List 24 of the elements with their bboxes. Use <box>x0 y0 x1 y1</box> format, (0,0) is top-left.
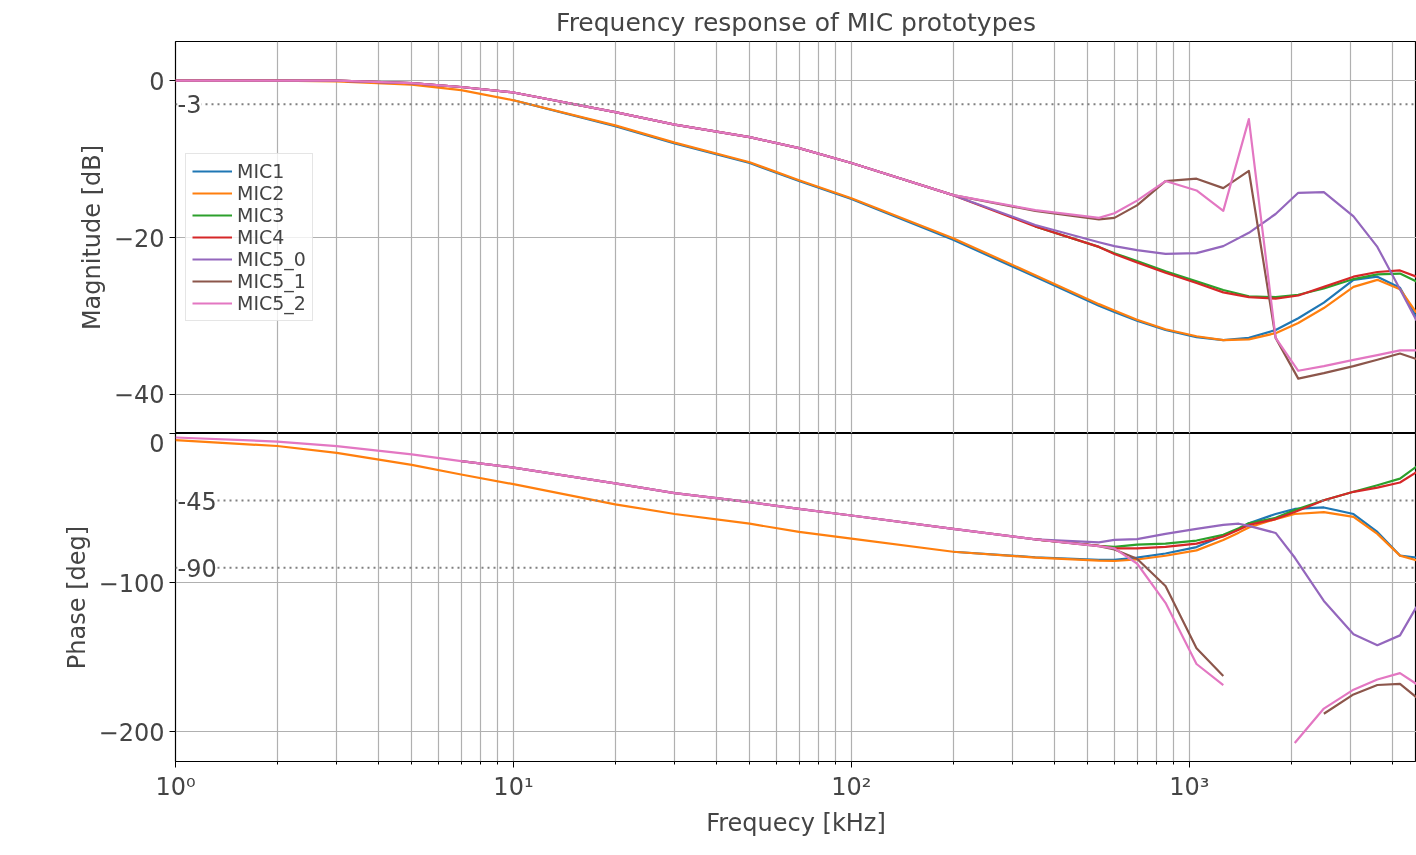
y-tick-label: 0 <box>149 429 165 458</box>
x-axis-title: Frequecy [kHz] <box>706 808 886 837</box>
y-tick-label: −20 <box>113 224 165 253</box>
legend-label: MIC1 <box>237 160 285 182</box>
legend-label: MIC5_1 <box>237 270 306 292</box>
y-axis-title: Magnitude [dB] <box>77 144 106 331</box>
legend-label: MIC5_2 <box>237 292 306 314</box>
x-tick-label: 10⁰ <box>155 772 196 801</box>
chart-title: Frequency response of MIC prototypes <box>556 7 1036 37</box>
y-tick-label: −200 <box>98 718 165 747</box>
x-tick-label: 10¹ <box>493 772 534 801</box>
legend-label: MIC4 <box>237 226 285 248</box>
ref-line-label: -90 <box>177 554 217 583</box>
ref-line-label: -3 <box>177 91 202 120</box>
x-tick-label: 10³ <box>1169 772 1210 801</box>
y-tick-label: −100 <box>98 569 165 598</box>
legend-label: MIC2 <box>237 182 285 204</box>
ref-line-label: -45 <box>177 487 217 516</box>
y-tick-label: 0 <box>149 67 165 96</box>
y-tick-label: −40 <box>113 381 165 410</box>
y-axis-title: Phase [deg] <box>62 525 91 670</box>
legend-label: MIC3 <box>237 204 285 226</box>
x-tick-label: 10² <box>831 772 872 801</box>
legend-label: MIC5_0 <box>237 248 306 270</box>
